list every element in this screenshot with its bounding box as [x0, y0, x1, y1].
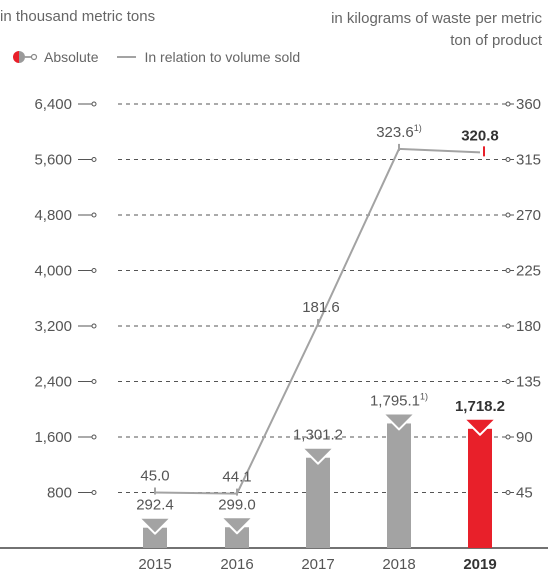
right-axis-tick-dot — [505, 212, 511, 218]
right-axis-tick-label: 90 — [516, 429, 533, 446]
absolute-series-icon — [13, 51, 38, 63]
right-axis-tick-dot — [505, 323, 511, 329]
right-axis-tick-dot — [505, 101, 511, 107]
left-axis-tick-label: 3,200 — [34, 318, 72, 335]
left-axis-tick-label: 4,800 — [34, 207, 72, 224]
left-axis-tick-dot — [91, 323, 97, 329]
right-axis-tick-dot — [505, 268, 511, 273]
x-axis-category-label: 2019 — [463, 556, 496, 571]
left-axis-tick-dot — [91, 434, 97, 440]
right-axis-unit: in kilograms of waste per metric ton of … — [331, 10, 542, 49]
right-axis-tick-label: 225 — [516, 263, 541, 280]
relative-value-label: 323.61) — [376, 123, 422, 141]
relative-value-label: 181.6 — [302, 299, 340, 316]
legend: Absolute In relation to volume sold — [12, 49, 300, 65]
left-axis-tick-dot — [91, 379, 97, 384]
right-axis-tick-dot — [505, 379, 511, 384]
left-axis-tick-dot — [91, 490, 97, 495]
right-axis-tick-label: 270 — [516, 207, 541, 224]
bar-arrow-cap — [220, 516, 254, 535]
right-axis-tick-label: 315 — [516, 152, 541, 169]
bar-value-label: 292.4 — [136, 497, 174, 514]
relative-value-label: 45.0 — [140, 468, 169, 485]
legend-item-absolute: Absolute — [12, 49, 98, 65]
left-axis-tick-label: 800 — [47, 485, 72, 502]
bar-value-label: 1,301.2 — [293, 427, 343, 444]
left-axis-unit: in thousand metric tons — [0, 8, 156, 25]
bar-value-label: 299.0 — [218, 496, 256, 513]
bar — [143, 527, 167, 548]
bar — [387, 423, 411, 548]
right-axis-tick-label: 135 — [516, 374, 541, 391]
right-axis-tick-label: 45 — [516, 485, 533, 502]
right-axis-tick-label: 180 — [516, 318, 541, 335]
right-axis-tick-dot — [505, 434, 511, 440]
bar — [468, 428, 492, 548]
left-axis-tick-dot — [91, 157, 97, 162]
bar — [306, 457, 330, 548]
legend-item-relative: In relation to volume sold — [116, 49, 300, 65]
x-axis-category-label: 2017 — [301, 556, 334, 571]
bar-value-label: 1,795.11) — [370, 391, 428, 409]
right-axis-tick-dot — [505, 490, 511, 495]
left-axis-tick-dot — [91, 268, 97, 273]
right-axis-tick-dot — [505, 157, 511, 162]
left-axis-tick-dot — [91, 212, 97, 218]
x-axis-category-label: 2015 — [138, 556, 171, 571]
x-axis-category-label: 2016 — [220, 556, 253, 571]
relative-value-label: 44.1 — [222, 469, 251, 486]
bar-arrow-cap — [138, 516, 172, 535]
left-axis-tick-label: 4,000 — [34, 263, 72, 280]
left-axis-tick-label: 5,600 — [34, 152, 72, 169]
relative-line-icon — [117, 56, 137, 58]
bar-arrow-cap — [463, 417, 497, 436]
bar-arrow-cap — [382, 412, 416, 431]
legend-relative-label: In relation to volume sold — [144, 49, 301, 65]
x-axis-category-label: 2018 — [382, 556, 415, 571]
bar-arrow-cap — [301, 446, 335, 465]
left-axis-tick-label: 6,400 — [34, 96, 72, 113]
left-axis-tick-dot — [91, 101, 97, 107]
left-axis-tick-label: 1,600 — [34, 429, 72, 446]
bar-value-label: 1,718.2 — [455, 398, 505, 415]
bar — [225, 527, 249, 548]
relative-value-label: 320.8 — [461, 127, 499, 144]
left-axis-tick-label: 2,400 — [34, 374, 72, 391]
legend-absolute-label: Absolute — [44, 49, 99, 65]
right-axis-tick-label: 360 — [516, 96, 541, 113]
